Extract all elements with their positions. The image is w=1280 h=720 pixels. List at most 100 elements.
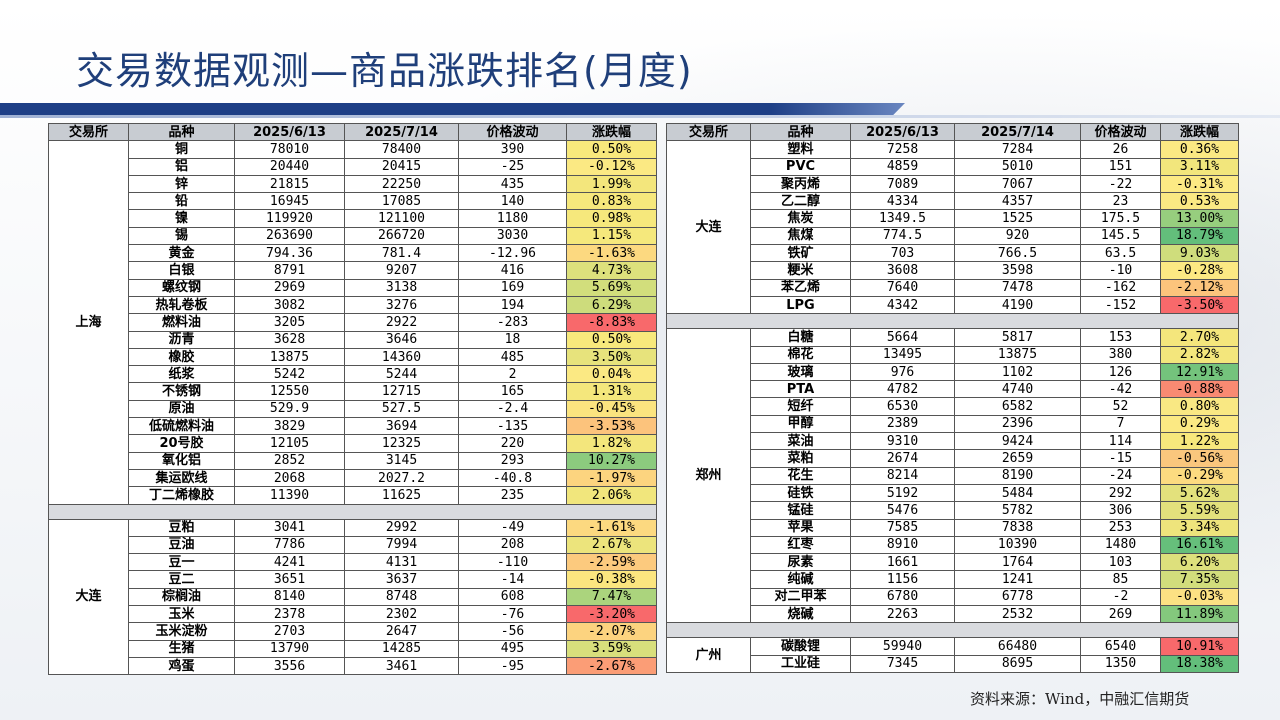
commodity-name: 玉米淀粉: [128, 622, 235, 641]
price-change: 23: [1080, 192, 1161, 211]
price-change: 151: [1080, 157, 1161, 176]
table-row: 乙二醇 4334 4357 23 0.53%: [667, 192, 1239, 211]
price-start: 529.9: [234, 399, 345, 419]
exchange-cell: 郑州: [666, 328, 751, 624]
commodity-name: 鸡蛋: [128, 656, 235, 676]
pct-change: -2.67%: [566, 656, 657, 676]
pct-change: 0.50%: [566, 140, 657, 159]
price-change: 208: [458, 535, 567, 555]
table-row: 苯乙烯 7640 7478 -162 -2.12%: [667, 278, 1239, 297]
commodity-name: 红枣: [750, 535, 851, 555]
price-end: 2396: [954, 414, 1081, 434]
price-end: 7067: [954, 174, 1081, 194]
commodity-name: 沥青: [128, 330, 235, 349]
table-row: 白银 8791 9207 416 4.73%: [49, 261, 657, 280]
price-start: 9310: [850, 432, 955, 451]
table-row: PTA 4782 4740 -42 -0.88%: [667, 380, 1239, 399]
column-header: 交易所: [666, 122, 751, 142]
pct-change: 6.29%: [566, 295, 657, 315]
table-row: 焦煤 774.5 920 145.5 18.79%: [667, 226, 1239, 246]
commodity-name: 菜粕: [750, 449, 851, 468]
commodity-name: 集运欧线: [128, 468, 235, 488]
price-end: 13875: [954, 345, 1081, 364]
pct-change: -0.29%: [1160, 466, 1239, 485]
price-start: 5192: [850, 483, 955, 503]
group-separator: [666, 313, 1239, 330]
price-change: -2: [1080, 587, 1161, 607]
pct-change: -3.20%: [566, 605, 657, 624]
pct-change: 2.06%: [566, 486, 657, 505]
pct-change: 0.53%: [1160, 192, 1239, 211]
price-end: 7284: [954, 140, 1081, 159]
pct-change: -1.97%: [566, 468, 657, 488]
table-row: 丁二烯橡胶 11390 11625 235 2.06%: [49, 486, 657, 505]
page-title: 交易数据观测—商品涨跌排名(月度): [76, 49, 693, 93]
pct-change: 10.91%: [1160, 637, 1239, 656]
commodity-name: 苹果: [750, 518, 851, 537]
price-start: 976: [850, 362, 955, 382]
price-start: 16945: [234, 192, 345, 211]
commodity-name: 烧碱: [750, 605, 851, 624]
price-change: 194: [458, 295, 567, 315]
commodity-name: 铜: [128, 140, 235, 159]
price-change: -14: [458, 570, 567, 589]
table-row: 橡胶 13875 14360 485 3.50%: [49, 347, 657, 367]
exchange-cell: 广州: [666, 637, 751, 673]
commodity-name: 焦炭: [750, 209, 851, 228]
price-change: -12.96: [458, 244, 567, 263]
pct-change: 10.27%: [566, 451, 657, 470]
price-start: 2378: [234, 605, 345, 624]
price-start: 4782: [850, 380, 955, 399]
table-row: 短纤 6530 6582 52 0.80%: [667, 397, 1239, 416]
pct-change: -1.63%: [566, 244, 657, 263]
price-end: 8190: [954, 466, 1081, 485]
table-row: 工业硅 7345 8695 1350 18.38%: [667, 654, 1239, 673]
price-end: 4357: [954, 192, 1081, 211]
commodity-name: 白银: [128, 261, 235, 280]
table-row: 铝 20440 20415 -25 -0.12%: [49, 157, 657, 176]
price-end: 8748: [344, 587, 459, 607]
pct-change: 1.31%: [566, 382, 657, 401]
pct-change: -0.12%: [566, 157, 657, 176]
price-end: 4131: [344, 553, 459, 572]
price-start: 1156: [850, 570, 955, 589]
price-change: 52: [1080, 397, 1161, 416]
pct-change: -3.50%: [1160, 295, 1239, 315]
table-row: 纸浆 5242 5244 2 0.04%: [49, 365, 657, 384]
table-row: 20号胶 12105 12325 220 1.82%: [49, 434, 657, 453]
commodity-name: 棕榈油: [128, 587, 235, 607]
price-start: 4859: [850, 157, 955, 176]
commodity-name: 对二甲苯: [750, 587, 851, 607]
price-end: 8695: [954, 654, 1081, 673]
price-change: 220: [458, 434, 567, 453]
table-row: 甲醇 2389 2396 7 0.29%: [667, 414, 1239, 434]
pct-change: -0.88%: [1160, 380, 1239, 399]
table-row: 上海铜 78010 78400 390 0.50%: [48, 140, 657, 505]
price-start: 119920: [234, 209, 345, 228]
price-change: 1350: [1080, 654, 1161, 673]
commodity-name: 热轧卷板: [128, 295, 235, 315]
commodity-name: 豆油: [128, 535, 235, 555]
exchange-cell: 大连: [666, 140, 751, 315]
price-end: 4740: [954, 380, 1081, 399]
column-header: 品种: [128, 122, 235, 142]
commodity-name: 纸浆: [128, 365, 235, 384]
table-row: 红枣 8910 10390 1480 16.61%: [667, 535, 1239, 555]
price-end: 5010: [954, 157, 1081, 176]
commodity-name: 镍: [128, 209, 235, 228]
table-row: 菜油 9310 9424 114 1.22%: [667, 432, 1239, 451]
pct-change: 0.98%: [566, 209, 657, 228]
exchange-cell: 上海: [48, 140, 129, 505]
price-start: 6530: [850, 397, 955, 416]
pct-change: -0.31%: [1160, 174, 1239, 194]
table-row: 焦炭 1349.5 1525 175.5 13.00%: [667, 209, 1239, 228]
pct-change: 0.50%: [566, 330, 657, 349]
price-change: 435: [458, 174, 567, 194]
commodity-name: 豆一: [128, 553, 235, 572]
price-end: 14285: [344, 639, 459, 658]
price-end: 7838: [954, 518, 1081, 537]
source-note: 资料来源：Wind，中融汇信期货: [970, 690, 1190, 708]
title-underline: [0, 103, 905, 115]
table-row: 沥青 3628 3646 18 0.50%: [49, 330, 657, 349]
price-start: 3628: [234, 330, 345, 349]
